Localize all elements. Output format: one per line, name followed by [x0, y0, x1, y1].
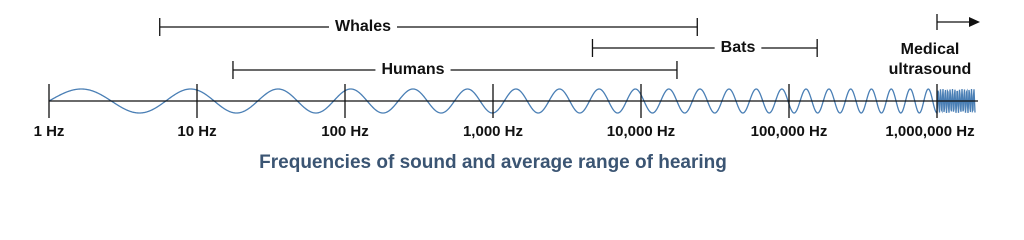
tick-label: 100 Hz	[321, 123, 369, 140]
tick-label: 10 Hz	[177, 123, 216, 140]
tick-label: 100,000 Hz	[751, 123, 828, 140]
sound-wave	[48, 88, 976, 115]
label-background	[714, 38, 762, 58]
range-label: Whales	[335, 18, 391, 35]
medical-label: Medical	[901, 41, 960, 58]
background	[0, 0, 1024, 190]
tick-label: 10,000 Hz	[607, 123, 675, 140]
diagram: Frequencies of sound and average range o…	[0, 0, 1024, 190]
range-label: Bats	[721, 39, 756, 56]
tick-label: 1,000,000 Hz	[885, 123, 974, 140]
tick-label: 1,000 Hz	[463, 123, 523, 140]
label-background	[375, 60, 451, 80]
label-background	[328, 17, 398, 37]
range-label: Humans	[381, 61, 444, 78]
medical-label: ultrasound	[889, 61, 972, 78]
caption: Frequencies of sound and average range o…	[259, 152, 727, 173]
tick-label: 1 Hz	[34, 123, 65, 140]
arrow-head	[969, 17, 980, 27]
